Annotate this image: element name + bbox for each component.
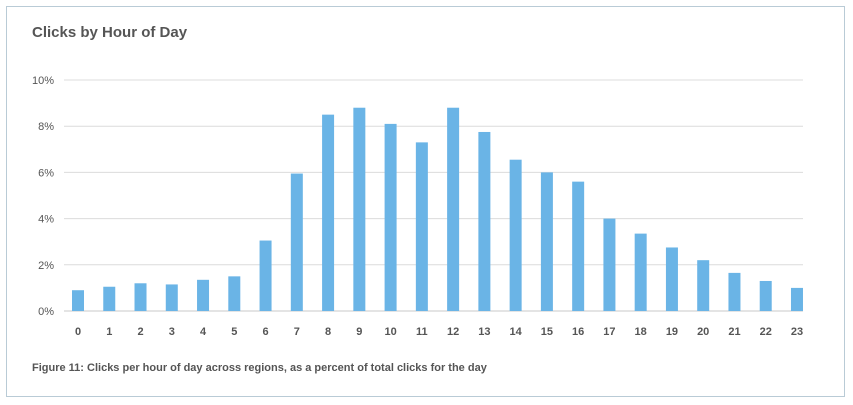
x-tick-label: 18: [635, 326, 647, 338]
y-tick-label: 8%: [38, 121, 54, 133]
bars: [72, 107, 803, 312]
x-tick-label: 15: [541, 326, 553, 338]
x-tick-label: 20: [697, 326, 709, 338]
bar: [509, 159, 522, 311]
bar: [540, 172, 553, 311]
x-tick-label: 23: [791, 326, 803, 338]
x-tick-label: 1: [106, 326, 112, 338]
x-tick-label: 22: [760, 326, 772, 338]
bar: [790, 287, 803, 311]
bar: [728, 272, 741, 311]
x-tick-label: 4: [200, 326, 207, 338]
x-tick-label: 8: [325, 326, 331, 338]
x-tick-label: 16: [572, 326, 584, 338]
bar: [384, 123, 397, 311]
bar: [759, 280, 772, 311]
chart-title: Clicks by Hour of Day: [32, 24, 188, 41]
x-tick-label: 19: [666, 326, 678, 338]
y-axis-ticks: 0% 2% 4% 6% 8% 10%: [32, 75, 54, 318]
bar: [228, 276, 241, 311]
bar: [290, 173, 303, 311]
bar: [603, 218, 616, 311]
bar: [478, 131, 491, 311]
bar: [259, 240, 272, 311]
x-tick-label: 13: [478, 326, 490, 338]
bar: [415, 142, 428, 311]
gridlines: [64, 79, 803, 312]
y-tick-label: 4%: [38, 214, 54, 226]
x-tick-label: 2: [137, 326, 143, 338]
x-tick-label: 0: [75, 326, 81, 338]
bar: [634, 233, 647, 311]
figure-caption: Figure 11: Clicks per hour of day across…: [32, 362, 487, 374]
bar: [697, 260, 710, 311]
x-tick-label: 9: [356, 326, 362, 338]
x-tick-label: 6: [262, 326, 268, 338]
x-tick-label: 5: [231, 326, 237, 338]
x-tick-label: 11: [416, 326, 428, 338]
bar: [353, 107, 366, 311]
bar: [72, 290, 84, 311]
bar: [665, 247, 678, 311]
x-tick-label: 14: [510, 326, 523, 338]
bar: [103, 286, 116, 311]
x-axis-ticks: 0 1 2 3 4 5 6 7 8 9 10 11 12 13 14 15 16 17 18 19 20 21 22 23: [75, 326, 803, 338]
x-tick-label: 17: [603, 326, 615, 338]
bar: [322, 114, 335, 312]
y-tick-label: 0%: [38, 306, 54, 318]
x-tick-label: 7: [294, 326, 300, 338]
bar: [197, 279, 210, 311]
bar: [447, 107, 460, 311]
x-tick-label: 3: [169, 326, 175, 338]
x-tick-label: 12: [447, 326, 459, 338]
x-tick-label: 21: [728, 326, 740, 338]
bar: [134, 283, 147, 311]
y-tick-label: 6%: [38, 167, 54, 179]
y-tick-label: 10%: [32, 75, 54, 87]
bar: [572, 181, 585, 311]
y-tick-label: 2%: [38, 260, 54, 272]
x-tick-label: 10: [384, 326, 396, 338]
bar: [165, 284, 178, 311]
